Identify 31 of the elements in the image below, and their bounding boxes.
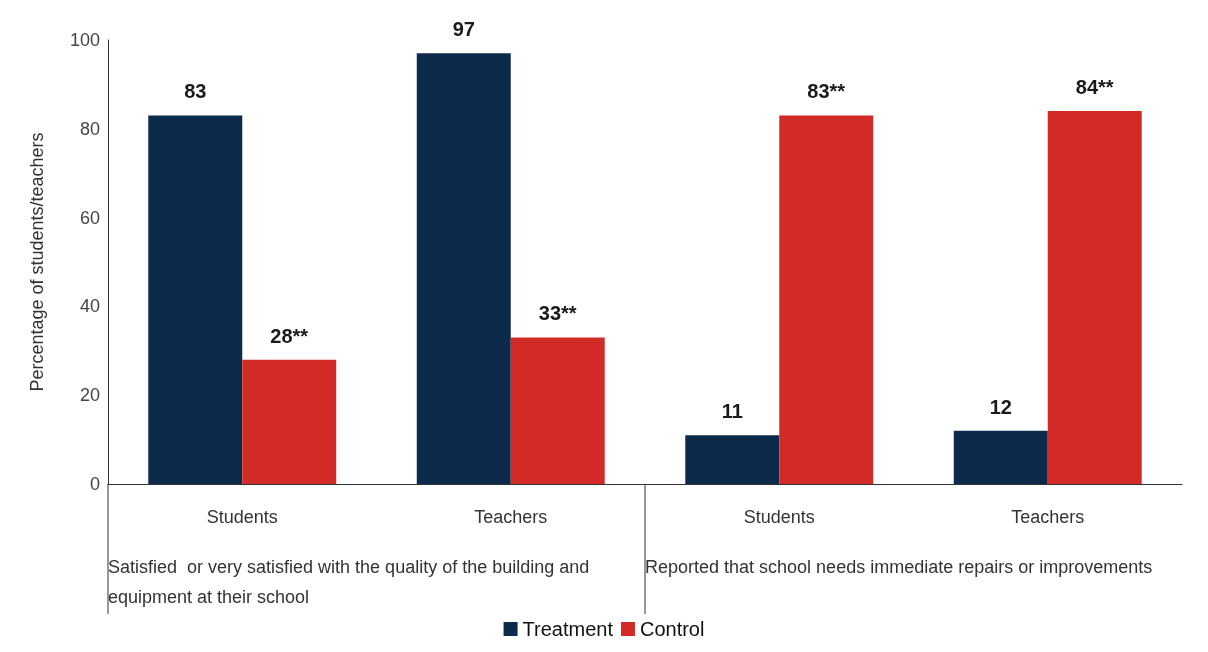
y-tick-label: 80 — [79, 118, 100, 139]
legend-label: Treatment — [522, 618, 614, 640]
bar — [685, 435, 780, 484]
data-label: 12 — [989, 395, 1012, 418]
data-label: 84** — [1075, 76, 1114, 99]
y-tick-label: 0 — [89, 474, 100, 494]
y-tick-label: 40 — [79, 296, 100, 317]
text: Satisfied or very satisfied with the quality of the building and equipment at their school — [108, 557, 595, 607]
x-tick-label: Students — [743, 507, 815, 527]
bar — [416, 53, 511, 484]
y-axis-title: Percentage of students/teachers — [27, 132, 47, 392]
data-label: 97 — [452, 18, 475, 41]
bar — [953, 430, 1048, 484]
bar — [1047, 111, 1142, 484]
data-label: 83 — [184, 80, 207, 103]
data-label: 83** — [807, 80, 846, 103]
y-tick-label: 100 — [69, 30, 100, 50]
x-tick-label: Teachers — [474, 507, 548, 527]
bar — [148, 115, 243, 484]
y-tick-label: 60 — [79, 207, 100, 228]
x-tick-label: Students — [206, 507, 278, 527]
legend-label: Control — [639, 618, 705, 640]
x-tick-label: Teachers — [1011, 507, 1085, 527]
data-label: 33** — [538, 302, 577, 325]
bar — [779, 115, 874, 484]
data-label: 28** — [270, 324, 309, 347]
data-label: 11 — [721, 400, 743, 423]
bar — [242, 359, 337, 484]
y-tick-label: 20 — [79, 385, 100, 406]
text: Reported that school needs immediate repairs or improvements — [645, 557, 1153, 577]
bar — [510, 337, 605, 484]
